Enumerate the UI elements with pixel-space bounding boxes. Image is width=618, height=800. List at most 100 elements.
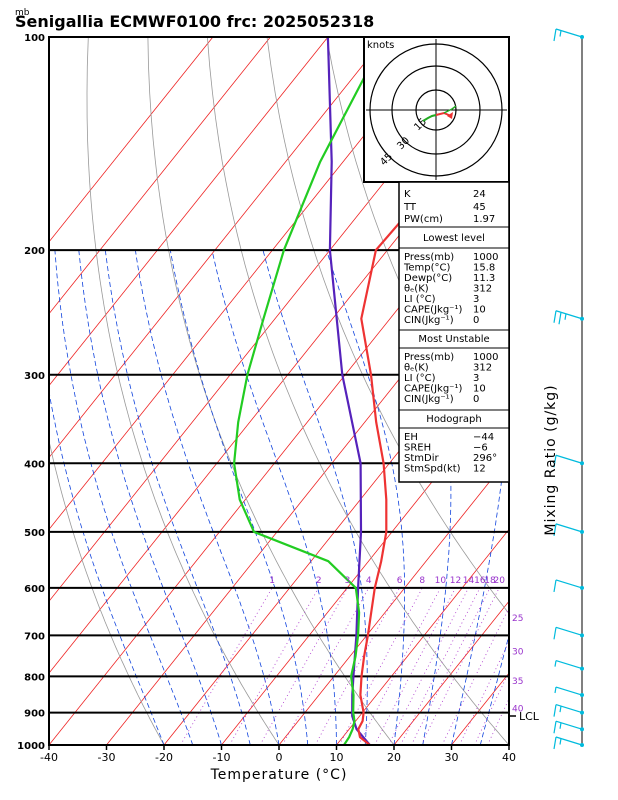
- hodograph: knots 15 30 45: [363, 36, 510, 183]
- isotherm: [49, 37, 329, 387]
- chart-title: Senigallia ECMWF0100 frc: 2025052318: [15, 12, 374, 31]
- pressure-tick-label: 900: [24, 709, 45, 720]
- wind-barb-feather: [553, 736, 557, 750]
- index-value: 10: [473, 305, 486, 316]
- hodograph-index-rows: EH −44 SREH −6 StmDir 296° StmSpd(kt) 12: [404, 432, 497, 475]
- series-line-parcel: [326, 37, 371, 745]
- index-label: EH: [404, 432, 418, 443]
- isotherm: [278, 456, 509, 745]
- mixing-ratio-line: [259, 587, 348, 745]
- wind-barb-shaft: [555, 454, 583, 464]
- index-value: 0: [473, 394, 479, 405]
- wind-barb-feather: [553, 704, 557, 717]
- pressure-axis: 100 200 300 400 500 600 700 800 900 1000: [17, 33, 45, 752]
- x-tick-label: -20: [155, 751, 173, 764]
- most-unstable-rows: Press(mb) 1000 θₑ(K) 312 LI (°C) 3 CAPE(Jkg⁻¹)…: [404, 352, 498, 405]
- pressure-tick-label: 800: [24, 672, 45, 683]
- moist-adiabat: [211, 250, 337, 745]
- hodograph-unit-label: knots: [367, 40, 394, 51]
- mixing-ratio-label: 10: [435, 576, 447, 586]
- index-label: SREH: [404, 443, 431, 454]
- index-label: StmSpd(kt): [404, 464, 461, 475]
- index-label: TT: [403, 202, 417, 213]
- index-label: LI (°C): [404, 294, 436, 305]
- mixing-ratio-line: [180, 587, 273, 745]
- index-value: 10: [473, 384, 486, 395]
- lcl-label: LCL: [519, 710, 540, 723]
- mixing-ratio-label: 12: [450, 576, 461, 586]
- index-value: 12: [473, 464, 486, 475]
- x-tick-label: -10: [213, 751, 231, 764]
- index-value: 312: [473, 284, 492, 295]
- wind-barb-feather: [564, 313, 567, 320]
- mixing-ratio-line: [358, 587, 441, 745]
- dry-adiabat: [207, 37, 509, 745]
- mixing-ratio-line: [374, 587, 456, 745]
- wind-barb-shaft: [555, 523, 583, 533]
- series-line-temperature: [357, 93, 509, 745]
- wind-barb-shaft: [555, 310, 583, 320]
- pressure-unit-label: mb: [15, 8, 30, 18]
- mixing-ratio-label: 16: [474, 576, 486, 586]
- pressure-tick-label: 500: [24, 528, 45, 539]
- index-value: 15.8: [473, 263, 495, 274]
- x-tick-label: -30: [98, 751, 116, 764]
- index-value: 312: [473, 363, 492, 374]
- wind-barb-shaft: [555, 626, 583, 636]
- pressure-tick-label: 200: [24, 246, 45, 257]
- wind-barb-shaft: [555, 736, 583, 746]
- mixing-ratio-label: 8: [419, 576, 425, 586]
- isotherm: [393, 600, 509, 745]
- index-value: 3: [473, 294, 479, 305]
- moist-adiabat: [326, 249, 406, 745]
- wind-barb-feather: [553, 28, 557, 42]
- mixing-ratio-line: [339, 587, 423, 745]
- hodograph-trace-low: [422, 114, 437, 122]
- x-tick-label: 40: [502, 751, 516, 764]
- mixing-ratio-label: 30: [512, 647, 524, 657]
- wind-barb-shaft: [555, 720, 583, 730]
- mixing-ratio-label: 3: [345, 576, 351, 586]
- wind-barb-shaft: [555, 686, 583, 696]
- index-value: 1000: [473, 252, 498, 263]
- x-axis-label: Temperature (°C): [210, 767, 348, 783]
- wind-barb-shaft: [555, 660, 583, 670]
- wind-barb-feather: [558, 312, 562, 325]
- mixing-ratio-label: 14: [463, 576, 475, 586]
- index-label: K: [404, 189, 411, 200]
- index-value: 45: [473, 202, 486, 213]
- index-label: θₑ(K): [404, 284, 429, 295]
- mixing-ratio-label: 1: [269, 576, 275, 586]
- x-tick-label: 20: [387, 751, 401, 764]
- index-label: θₑ(K): [404, 363, 429, 374]
- mixing-ratio-label: 20: [493, 576, 505, 586]
- index-value: 11.3: [473, 273, 495, 284]
- isotherm: [49, 37, 271, 315]
- index-label: CIN(Jkg⁻¹): [404, 315, 454, 326]
- dry-adiabat: [86, 37, 280, 745]
- wind-barb-feather: [559, 706, 562, 713]
- index-label: Temp(°C): [403, 263, 451, 274]
- wind-barb-shaft: [555, 579, 583, 589]
- index-label: CAPE(Jkg⁻¹): [404, 384, 462, 395]
- wind-barb-shaft: [555, 704, 583, 714]
- pressure-tick-label: 300: [24, 371, 45, 382]
- wind-barb-feather: [553, 523, 557, 536]
- isotherm: [49, 169, 509, 745]
- isotherm: [49, 37, 444, 531]
- index-value: −6: [473, 443, 488, 454]
- section-heading: Hodograph: [426, 414, 481, 425]
- series-line-dewpoint: [233, 37, 387, 745]
- index-label: Dewp(°C): [404, 273, 452, 284]
- isotherm: [336, 528, 509, 745]
- wind-barb-feather: [554, 686, 557, 694]
- mixing-ratio-line: [229, 587, 320, 745]
- wind-barb-feather: [553, 579, 557, 593]
- x-tick-label: 10: [330, 751, 344, 764]
- index-value: 296°: [473, 453, 497, 464]
- x-tick-label: -40: [40, 751, 58, 764]
- dry-adiabat: [266, 37, 509, 615]
